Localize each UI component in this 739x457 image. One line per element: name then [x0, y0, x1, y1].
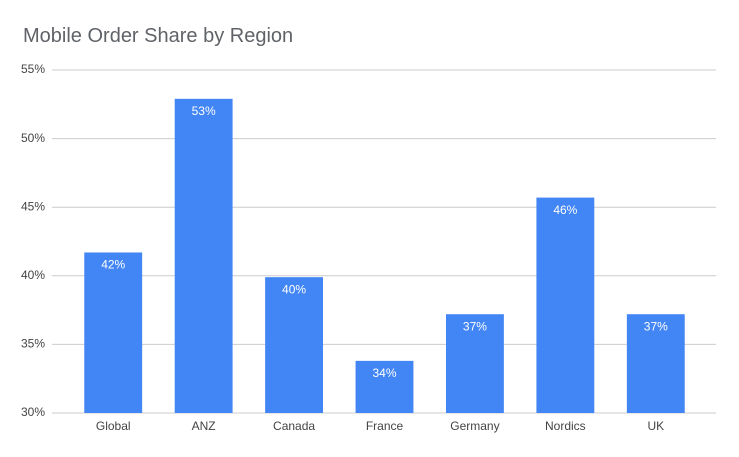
value-label: 42%	[101, 258, 125, 272]
value-label: 53%	[192, 104, 216, 118]
x-tick-label: Canada	[273, 419, 315, 433]
value-label: 37%	[644, 319, 668, 333]
bar	[445, 314, 504, 413]
x-tick-label: Global	[96, 419, 131, 433]
value-label: 34%	[372, 366, 396, 380]
y-tick-label: 30%	[21, 405, 45, 419]
bar	[536, 197, 595, 413]
bar	[355, 360, 414, 413]
value-label: 46%	[553, 203, 577, 217]
bar	[174, 98, 233, 413]
y-tick-label: 50%	[21, 131, 45, 145]
value-label: 37%	[463, 319, 487, 333]
y-tick-label: 55%	[21, 62, 45, 76]
x-tick-label: Nordics	[545, 419, 586, 433]
bar	[265, 277, 324, 413]
bar	[84, 252, 143, 413]
x-tick-label: UK	[647, 419, 664, 433]
chart-title: Mobile Order Share by Region	[23, 25, 293, 47]
x-tick-label: Germany	[450, 419, 499, 433]
y-tick-label: 45%	[21, 199, 45, 213]
bar	[626, 314, 685, 413]
x-tick-label: France	[366, 419, 404, 433]
value-label: 40%	[282, 282, 306, 296]
y-tick-label: 35%	[21, 337, 45, 351]
y-tick-label: 40%	[21, 268, 45, 282]
x-tick-label: ANZ	[192, 419, 216, 433]
